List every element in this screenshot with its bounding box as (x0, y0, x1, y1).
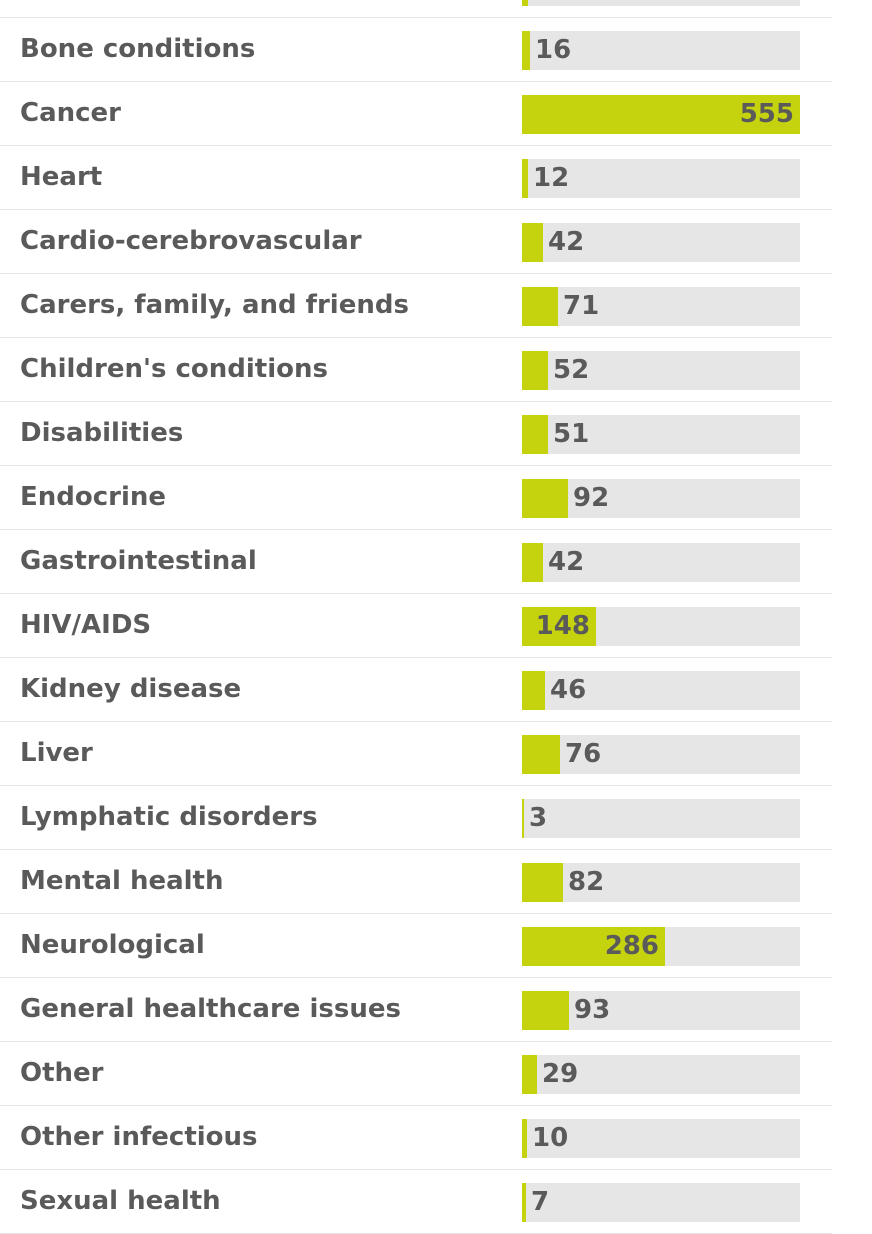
value-label: 82 (568, 867, 605, 897)
bar-row: Carers, family, and friends 71 (0, 274, 832, 338)
category-label: Lymphatic disorders (20, 802, 318, 832)
bar-row: HIV/AIDS 148 (0, 594, 832, 658)
bar-row: Neurological 286 (0, 914, 832, 978)
value-label: 555 (739, 99, 794, 129)
category-label: Liver (20, 738, 93, 768)
bar-track: 51 (522, 415, 800, 454)
bar-track: 10 (522, 1119, 800, 1158)
bar-row (0, 0, 832, 18)
value-label: 92 (573, 483, 610, 513)
bar-row: Endocrine 92 (0, 466, 832, 530)
category-label: Other (20, 1058, 104, 1088)
bar-row: Kidney disease 46 (0, 658, 832, 722)
value-label: 42 (548, 227, 585, 257)
bar (522, 95, 800, 134)
category-label: Neurological (20, 930, 205, 960)
category-label: Carers, family, and friends (20, 290, 409, 320)
bar-row: Cardio-cerebrovascular 42 (0, 210, 832, 274)
category-label: Other infectious (20, 1122, 258, 1152)
bar (522, 543, 543, 582)
bar (522, 479, 568, 518)
bar (522, 863, 563, 902)
bar (522, 1183, 526, 1222)
bar-track: 92 (522, 479, 800, 518)
value-label: 148 (535, 611, 590, 641)
category-label: Disabilities (20, 418, 184, 448)
category-label: Endocrine (20, 482, 167, 512)
category-label: Gastrointestinal (20, 546, 257, 576)
bar-row: General healthcare issues 93 (0, 978, 832, 1042)
bar (522, 287, 558, 326)
category-label: Children's conditions (20, 354, 328, 384)
bar-track: 555 (522, 95, 800, 134)
bar-row: Other infectious 10 (0, 1106, 832, 1170)
bar (522, 31, 530, 70)
bar (522, 927, 665, 966)
bar-track: 76 (522, 735, 800, 774)
bar-row: Liver 76 (0, 722, 832, 786)
category-label: Cancer (20, 98, 122, 128)
value-label: 52 (553, 355, 590, 385)
bar-track: 42 (522, 223, 800, 262)
bar-track: 93 (522, 991, 800, 1030)
bar (522, 351, 548, 390)
bar-track: 3 (522, 799, 800, 838)
value-label: 16 (535, 35, 572, 65)
bar-row: Lymphatic disorders 3 (0, 786, 832, 850)
value-label: 42 (548, 547, 585, 577)
bar-track (522, 0, 800, 6)
bar-track: 286 (522, 927, 800, 966)
bar-track: 12 (522, 159, 800, 198)
bar-row: Disabilities 51 (0, 402, 832, 466)
bar (522, 735, 560, 774)
value-label: 46 (550, 675, 587, 705)
bar-row: Mental health 82 (0, 850, 832, 914)
bar (522, 607, 596, 646)
bar-row: Other 29 (0, 1042, 832, 1106)
bar-track: 46 (522, 671, 800, 710)
value-label: 3 (529, 803, 548, 833)
bar (522, 159, 528, 198)
bar-row: Heart 12 (0, 146, 832, 210)
bar-row: Sexual health 7 (0, 1170, 832, 1234)
category-label: Cardio-cerebrovascular (20, 226, 362, 256)
value-label: 10 (532, 1123, 569, 1153)
bar-track: 148 (522, 607, 800, 646)
bar (522, 1119, 527, 1158)
value-label: 76 (565, 739, 602, 769)
category-label: Kidney disease (20, 674, 242, 704)
bar-track: 29 (522, 1055, 800, 1094)
value-label: 71 (563, 291, 600, 321)
bar (522, 0, 528, 6)
bar-row: Children's conditions 52 (0, 338, 832, 402)
value-label: 7 (531, 1187, 550, 1217)
category-label: HIV/AIDS (20, 610, 152, 640)
category-label: Heart (20, 162, 103, 192)
bar (522, 799, 524, 838)
value-label: 12 (533, 163, 570, 193)
value-label: 51 (553, 419, 590, 449)
value-label: 93 (574, 995, 611, 1025)
bar (522, 415, 548, 454)
bar-row: Cancer 555 (0, 82, 832, 146)
category-label: General healthcare issues (20, 994, 401, 1024)
bar-track: 52 (522, 351, 800, 390)
bar (522, 991, 569, 1030)
bar-row: Bone conditions 16 (0, 18, 832, 82)
bar (522, 671, 545, 710)
value-label: 29 (542, 1059, 579, 1089)
category-label: Sexual health (20, 1186, 221, 1216)
bar-row: Gastrointestinal 42 (0, 530, 832, 594)
bar-track: 7 (522, 1183, 800, 1222)
bar (522, 223, 543, 262)
bar-track: 16 (522, 31, 800, 70)
bar-track: 71 (522, 287, 800, 326)
bar-track: 82 (522, 863, 800, 902)
category-label: Mental health (20, 866, 224, 896)
bar (522, 1055, 537, 1094)
category-label: Bone conditions (20, 34, 256, 64)
bar-track: 42 (522, 543, 800, 582)
value-label: 286 (604, 931, 659, 961)
